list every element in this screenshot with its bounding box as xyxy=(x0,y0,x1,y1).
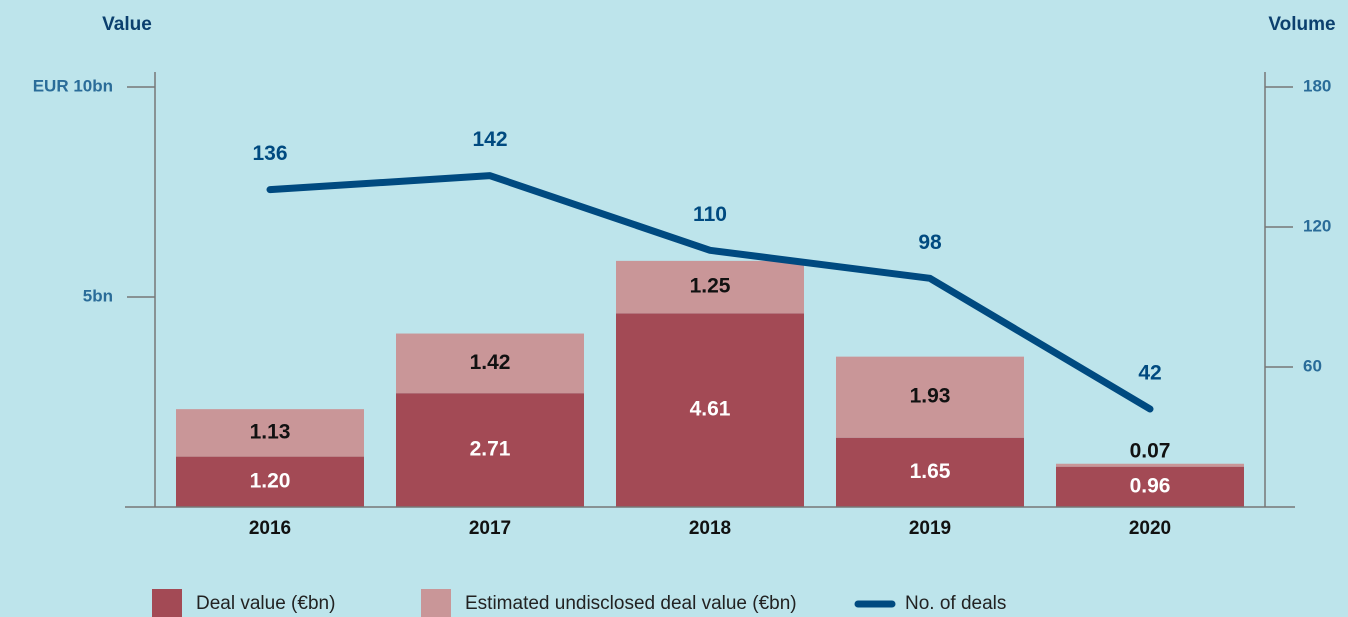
y2-tick-label: 60 xyxy=(1303,356,1322,375)
bar xyxy=(836,356,1024,438)
x-tick-label: 2018 xyxy=(689,518,731,539)
bar xyxy=(1056,463,1244,467)
legend-swatch xyxy=(421,589,451,617)
bar-label: 1.42 xyxy=(470,351,511,374)
line-label: 98 xyxy=(918,231,942,254)
x-tick-label: 2017 xyxy=(469,518,511,539)
line-label: 136 xyxy=(252,142,287,165)
y2-tick-label: 120 xyxy=(1303,216,1331,235)
bar xyxy=(396,333,584,394)
legend-label: No. of deals xyxy=(905,593,1006,614)
bar xyxy=(616,313,804,507)
x-tick-label: 2020 xyxy=(1129,518,1171,539)
bar-label: 0.96 xyxy=(1130,474,1171,497)
line-label: 42 xyxy=(1138,362,1161,385)
x-tick-label: 2016 xyxy=(249,518,291,539)
bar-label: 1.13 xyxy=(250,420,291,443)
line-label: 110 xyxy=(693,203,727,226)
bar-label: 2.71 xyxy=(470,438,511,461)
bar-label: 0.07 xyxy=(1130,439,1171,462)
x-tick-label: 2019 xyxy=(909,518,951,539)
y-axis-title: Value xyxy=(102,14,152,35)
bar xyxy=(616,260,804,314)
bar-label: 1.65 xyxy=(910,460,951,483)
legend-label: Deal value (€bn) xyxy=(196,593,335,614)
bar xyxy=(396,393,584,507)
bar-label: 1.20 xyxy=(250,469,291,492)
bar-label: 1.25 xyxy=(690,275,731,298)
y-tick-label: EUR 10bn xyxy=(33,76,113,95)
y2-tick-label: 180 xyxy=(1303,76,1331,95)
legend-label: Estimated undisclosed deal value (€bn) xyxy=(465,593,797,614)
line-label: 142 xyxy=(472,128,507,151)
bar xyxy=(1056,466,1244,507)
legend-swatch xyxy=(152,589,182,617)
y2-axis-title: Volume xyxy=(1268,14,1335,35)
bar-label: 1.93 xyxy=(910,385,951,408)
bar xyxy=(176,456,364,507)
y-tick-label: 5bn xyxy=(83,286,113,305)
bar xyxy=(176,409,364,457)
bar-label: 4.61 xyxy=(690,398,731,421)
line xyxy=(266,172,1154,413)
bar xyxy=(836,437,1024,507)
